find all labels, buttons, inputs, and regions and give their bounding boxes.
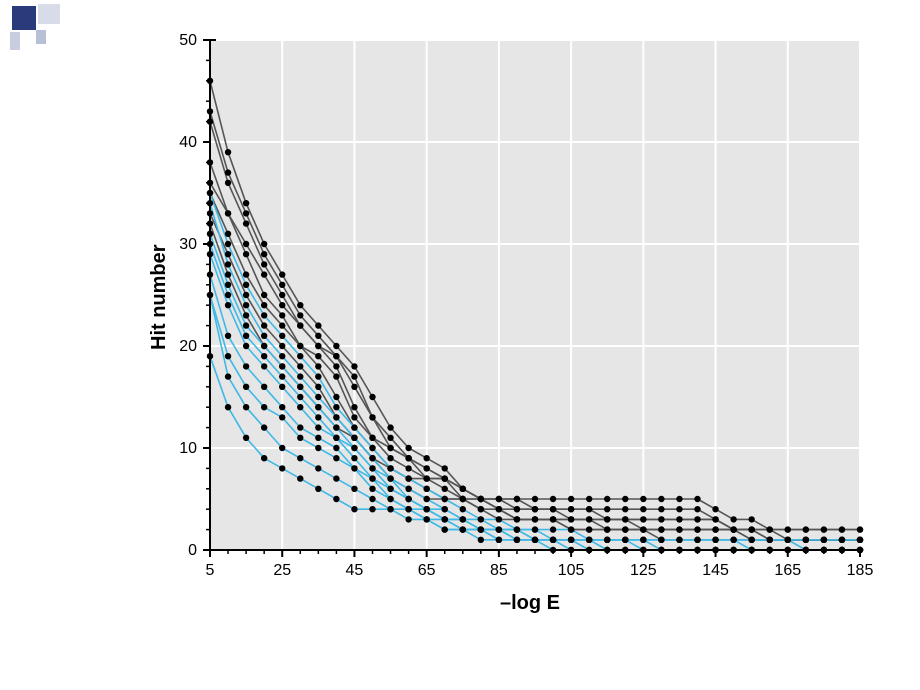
y-tick-label: 0 xyxy=(188,542,197,559)
y-tick-label: 50 xyxy=(179,32,197,49)
y-axis-label: Hit number xyxy=(148,244,171,350)
y-tick-label: 20 xyxy=(179,338,197,355)
x-axis-label: –log E xyxy=(500,592,560,615)
x-tick-label: 125 xyxy=(630,562,657,579)
x-tick-label: 25 xyxy=(273,562,291,579)
corner-square xyxy=(38,4,60,24)
corner-square xyxy=(10,32,20,50)
line-chart: 5 25 45 65 85 105 125 145 165 185 0 10 20 30 40 50 xyxy=(140,20,880,620)
x-tick-label: 5 xyxy=(206,562,215,579)
corner-square xyxy=(36,30,46,44)
x-tick-label: 165 xyxy=(774,562,801,579)
y-tick-label: 30 xyxy=(179,236,197,253)
y-tick-label: 10 xyxy=(179,440,197,457)
x-tick-label: 105 xyxy=(558,562,585,579)
chart-container: 5 25 45 65 85 105 125 145 165 185 0 10 20 30 40 50 Hit … xyxy=(140,20,880,620)
y-tick-label: 40 xyxy=(179,134,197,151)
x-tick-label: 185 xyxy=(847,562,874,579)
corner-square xyxy=(12,6,36,30)
x-tick-label: 85 xyxy=(490,562,508,579)
x-tick-label: 45 xyxy=(346,562,364,579)
x-tick-label: 65 xyxy=(418,562,436,579)
x-tick-label: 145 xyxy=(702,562,729,579)
